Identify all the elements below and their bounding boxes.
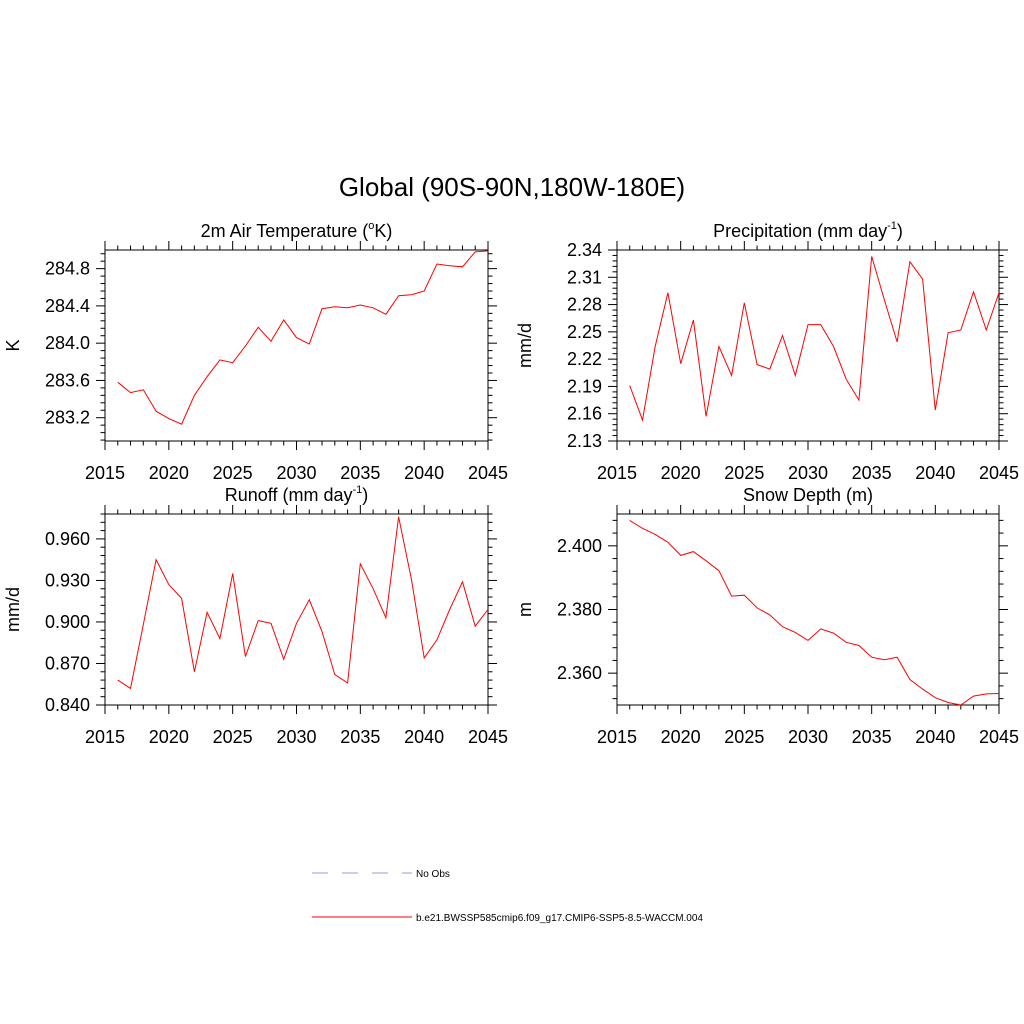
panel-title-text: Snow Depth (m) [743, 485, 873, 505]
x-tick-label: 2035 [340, 463, 380, 483]
y-axis-label: mm/d [515, 323, 535, 368]
y-tick-label: 283.2 [45, 408, 90, 428]
y-tick-label: 2.25 [567, 322, 602, 342]
y-tick-label: 283.6 [45, 370, 90, 390]
panel-title-text: Precipitation (mm day [713, 221, 887, 241]
x-tick-label: 2025 [724, 727, 764, 747]
x-tick-label: 2015 [597, 727, 637, 747]
series-line [117, 250, 489, 425]
x-tick-label: 2040 [915, 727, 955, 747]
x-tick-label: 2030 [276, 463, 316, 483]
x-tick-label: 2035 [340, 727, 380, 747]
y-tick-label: 284.8 [45, 259, 90, 279]
x-tick-label: 2045 [468, 463, 508, 483]
panel-snow: Snow Depth (m) m 2015 2020 2025 2030 2035 2040 2… [515, 485, 1019, 747]
x-tick-label: 2020 [661, 727, 701, 747]
x-tick-label: 2040 [404, 727, 444, 747]
x-tick-label: 2035 [852, 463, 892, 483]
x-tick-label: 2020 [661, 463, 701, 483]
figure-title: Global (90S-90N,180W-180E) [339, 172, 685, 202]
panel-title: 2m Air Temperature (oK) [201, 220, 393, 241]
y-tick-label: 2.34 [567, 240, 602, 260]
x-tick-label: 2015 [597, 463, 637, 483]
y-tick-label: 0.900 [45, 612, 90, 632]
panel-title: Precipitation (mm day-1) [713, 220, 903, 241]
x-tick-label: 2025 [213, 727, 253, 747]
x-tick-label: 2020 [149, 727, 189, 747]
x-tick-label: 2020 [149, 463, 189, 483]
panel-runoff: Runoff (mm day-1) mm/d 2015 2020 2025 2030 203… [3, 484, 508, 747]
y-tick-label: 2.400 [557, 536, 602, 556]
panel-title-sup: -1 [352, 484, 362, 496]
legend-label-model: b.e21.BWSSP585cmip6.f09_g17.CMIP6-SSP5-8… [416, 913, 703, 924]
y-tick-label: 2.380 [557, 600, 602, 620]
y-tick-label: 2.360 [557, 663, 602, 683]
panel-precip: Precipitation (mm day-1) mm/d 2015 2020 2025… [515, 220, 1019, 483]
series-line [117, 516, 489, 690]
x-tick-label: 2025 [213, 463, 253, 483]
y-tick-label: 2.13 [567, 431, 602, 451]
y-axis-label: K [3, 339, 23, 351]
y-tick-label: 0.840 [45, 695, 90, 715]
y-tick-label: 2.31 [567, 267, 602, 287]
x-tick-label: 2040 [915, 463, 955, 483]
x-tick-label: 2045 [468, 727, 508, 747]
y-tick-label: 0.870 [45, 653, 90, 673]
panel-title-end: K) [374, 221, 392, 241]
y-tick-label: 2.22 [567, 349, 602, 369]
x-tick-label: 2040 [404, 463, 444, 483]
series-line [629, 256, 1000, 423]
y-tick-label: 2.28 [567, 295, 602, 315]
x-tick-label: 2030 [788, 463, 828, 483]
x-tick-label: 2030 [276, 727, 316, 747]
panel-temp: 2m Air Temperature (oK) K 2015 2020 2025 2030… [3, 220, 508, 483]
y-tick-label: 2.19 [567, 376, 602, 396]
panel-title: Runoff (mm day-1) [225, 484, 369, 505]
panel-title-text: 2m Air Temperature ( [201, 221, 369, 241]
y-tick-label: 2.16 [567, 404, 602, 424]
plot-frame [616, 513, 1000, 706]
y-axis-label: mm/d [3, 587, 23, 632]
y-tick-label: 284.4 [45, 296, 90, 316]
panel-title-end: ) [362, 485, 368, 505]
series-line [629, 519, 1000, 706]
panel-title-sup: o [368, 220, 374, 232]
panel-title-sup: -1 [887, 220, 897, 232]
legend-label-no-obs: No Obs [416, 869, 450, 880]
plot-frame [616, 249, 1000, 442]
y-axis-label: m [515, 602, 535, 617]
x-tick-label: 2045 [979, 727, 1019, 747]
y-tick-label: 0.930 [45, 570, 90, 590]
x-tick-label: 2015 [85, 463, 125, 483]
x-tick-label: 2035 [852, 727, 892, 747]
panel-title-end: ) [897, 221, 903, 241]
x-tick-label: 2025 [724, 463, 764, 483]
panel-title: Snow Depth (m) [743, 485, 873, 505]
x-tick-label: 2015 [85, 727, 125, 747]
plot-frame [104, 513, 489, 706]
x-tick-label: 2045 [979, 463, 1019, 483]
x-tick-label: 2030 [788, 727, 828, 747]
legend: No Obs b.e21.BWSSP585cmip6.f09_g17.CMIP6… [312, 869, 703, 924]
y-tick-label: 284.0 [45, 333, 90, 353]
y-tick-label: 0.960 [45, 529, 90, 549]
panel-title-text: Runoff (mm day [225, 485, 353, 505]
